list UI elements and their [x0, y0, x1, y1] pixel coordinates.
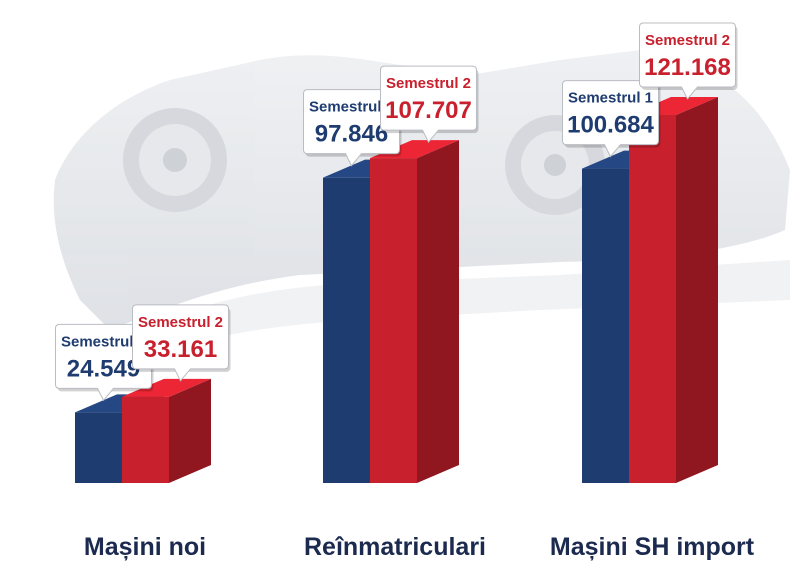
callout-value: 97.846	[315, 121, 388, 148]
callout-semestrul1-masini-sh-import: Semestrul 1 100.684	[562, 80, 661, 158]
callout-semestrul1-masini-noi: Semestrul 1 24.549	[55, 323, 154, 402]
callout-series-name: Semestrul 1	[61, 333, 146, 350]
bar-semestrul2-reinmatriculari	[370, 140, 459, 483]
callout-value: 33.161	[144, 336, 217, 363]
bars-layer	[75, 97, 718, 484]
category-labels: Mașini noi Reînmatriculari Mașini SH imp…	[84, 533, 755, 561]
callout-series-name: Semestrul 1	[309, 99, 394, 116]
callout-value: 121.168	[644, 54, 731, 81]
callout-value: 100.684	[567, 112, 654, 139]
callout-value: 107.707	[385, 97, 472, 124]
bar-semestrul2-masini-sh-import	[629, 97, 718, 483]
callout-series-name: Semestrul 2	[386, 75, 471, 92]
callout-semestrul2-masini-sh-import: Semestrul 2 121.168	[639, 22, 738, 100]
callout-value: 24.549	[67, 355, 140, 382]
category-label-masini-noi: Mașini noi	[84, 533, 206, 561]
bar-semestrul2-masini-noi	[122, 378, 211, 483]
callout-semestrul2-masini-noi: Semestrul 2 33.161	[132, 304, 231, 382]
category-label-masini-sh-import: Mașini SH import	[550, 533, 755, 561]
callout-semestrul2-reinmatriculari: Semestrul 2 107.707	[380, 65, 479, 144]
callout-semestrul1-reinmatriculari: Semestrul 1 97.846	[303, 89, 402, 167]
category-label-reinmatriculari: Reînmatriculari	[304, 533, 486, 561]
callout-series-name: Semestrul 1	[568, 90, 653, 107]
callout-series-name: Semestrul 2	[138, 314, 223, 331]
callout-series-name: Semestrul 2	[645, 32, 730, 49]
